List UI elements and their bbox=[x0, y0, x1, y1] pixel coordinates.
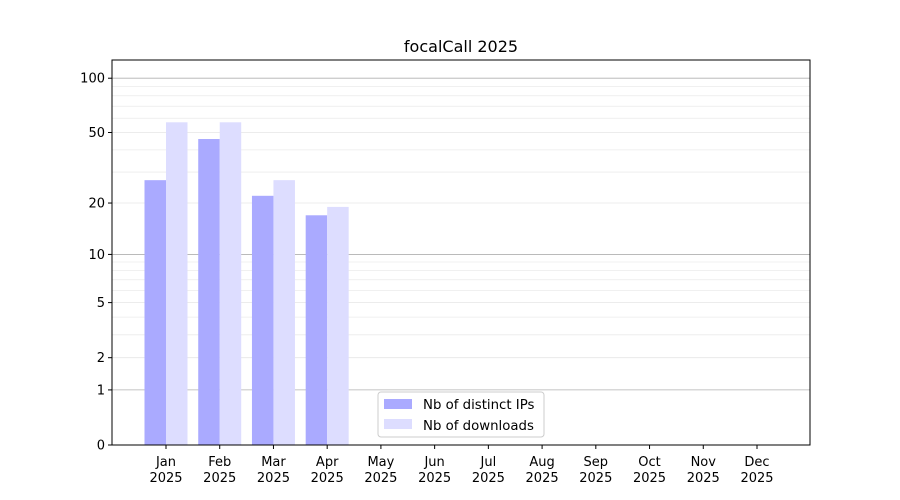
x-tick-label-month: Aug bbox=[529, 455, 554, 470]
x-tick-label-month: Mar bbox=[261, 455, 286, 470]
legend-label-distinct-ips: Nb of distinct IPs bbox=[423, 398, 535, 413]
y-tick-label: 100 bbox=[80, 72, 105, 87]
x-tick-label-month: Jul bbox=[480, 455, 497, 470]
y-tick-label: 2 bbox=[97, 351, 105, 366]
x-tick-label-year: 2025 bbox=[472, 471, 505, 486]
plot-frame bbox=[111, 59, 811, 446]
bar-downloads bbox=[327, 206, 349, 445]
x-tick-label-year: 2025 bbox=[687, 471, 720, 486]
legend: Nb of distinct IPs Nb of downloads bbox=[377, 391, 545, 438]
x-tick-label-month: Apr bbox=[316, 455, 339, 470]
bar-downloads bbox=[273, 180, 295, 445]
bar-downloads bbox=[166, 122, 188, 446]
y-tick-label: 5 bbox=[97, 296, 105, 311]
bar-distinct-ips bbox=[305, 215, 328, 445]
x-tick-label-year: 2025 bbox=[311, 471, 344, 486]
x-tick-label-month: Jun bbox=[423, 455, 444, 470]
x-tick-label-month: Oct bbox=[638, 455, 660, 470]
y-tick-label: 20 bbox=[88, 197, 105, 212]
bars bbox=[144, 122, 349, 446]
y-tick-label: 0 bbox=[97, 439, 105, 454]
x-tick-label-year: 2025 bbox=[149, 471, 182, 486]
legend-frame bbox=[377, 391, 545, 438]
x-tick-label-month: Feb bbox=[208, 455, 231, 470]
x-tick-label-year: 2025 bbox=[633, 471, 666, 486]
x-tick-label-year: 2025 bbox=[579, 471, 612, 486]
x-tick-label-year: 2025 bbox=[257, 471, 290, 486]
y-axis: 0 1 2 5 10 20 50 100 bbox=[80, 72, 112, 454]
x-tick-label-year: 2025 bbox=[740, 471, 773, 486]
x-tick-label-month: Dec bbox=[744, 455, 769, 470]
legend-swatch-distinct-ips bbox=[384, 399, 412, 409]
x-tick-label-month: Jan bbox=[155, 455, 176, 470]
x-axis: Jan2025Feb2025Mar2025Apr2025May2025Jun20… bbox=[149, 445, 774, 486]
chart-title: focalCall 2025 bbox=[404, 37, 518, 56]
bar-distinct-ips bbox=[251, 195, 274, 445]
x-tick-label-year: 2025 bbox=[364, 471, 397, 486]
y-tick-label: 50 bbox=[88, 126, 105, 141]
bar-downloads bbox=[219, 122, 242, 446]
y-tick-label: 1 bbox=[97, 383, 105, 398]
x-tick-label-month: May bbox=[367, 455, 394, 470]
bar-distinct-ips bbox=[198, 139, 220, 445]
legend-swatch-downloads bbox=[384, 419, 412, 429]
legend-label-downloads: Nb of downloads bbox=[423, 419, 534, 434]
y-tick-label: 10 bbox=[88, 248, 105, 263]
x-tick-label-year: 2025 bbox=[203, 471, 236, 486]
x-tick-label-year: 2025 bbox=[526, 471, 559, 486]
bar-distinct-ips bbox=[144, 180, 166, 445]
x-tick-label-month: Sep bbox=[584, 455, 609, 470]
x-tick-label-month: Nov bbox=[691, 455, 717, 470]
x-tick-label-year: 2025 bbox=[418, 471, 451, 486]
